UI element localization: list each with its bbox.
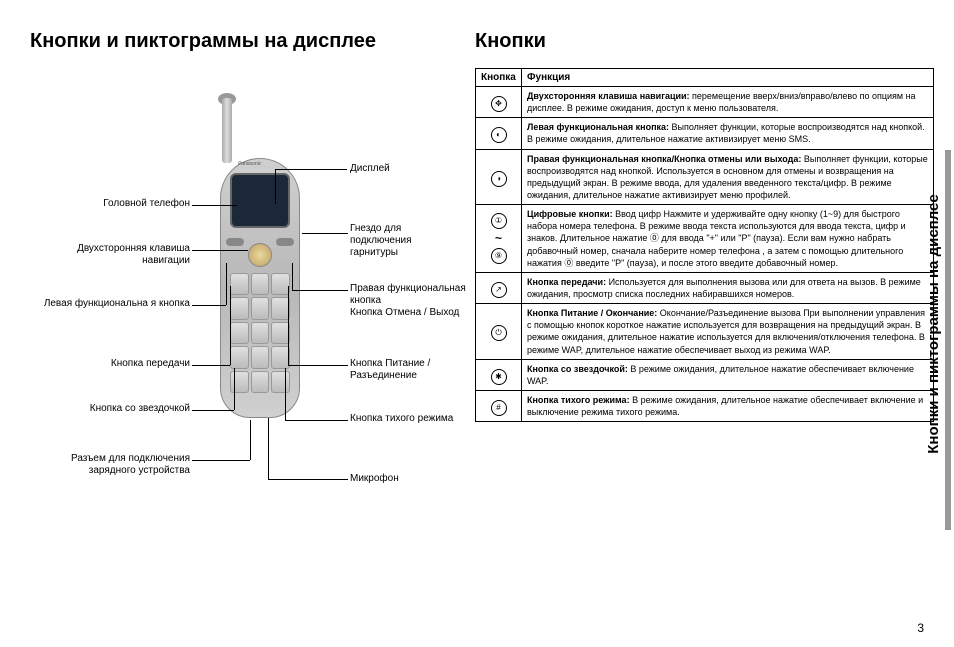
function-cell: Правая функциональная кнопка/Кнопка отме… bbox=[522, 149, 934, 205]
th-function: Функция bbox=[522, 69, 934, 87]
function-cell: Кнопка тихого режима: В режиме ожидания,… bbox=[522, 390, 934, 421]
label-silent: Кнопка тихого режима bbox=[350, 413, 460, 425]
sidebar-bar bbox=[945, 150, 951, 530]
table-row: ↗Кнопка передачи: Используется для выпол… bbox=[476, 272, 934, 303]
table-row: ⏻Кнопка Питание / Окончание: Окончание/Р… bbox=[476, 304, 934, 360]
function-cell: Двухсторонняя клавиша навигации: перемещ… bbox=[522, 87, 934, 118]
page-number: 3 bbox=[917, 621, 924, 635]
th-button: Кнопка bbox=[476, 69, 522, 87]
label-earpiece: Головной телефон bbox=[30, 198, 190, 210]
label-charger: Разъем для подключения зарядного устройс… bbox=[30, 453, 190, 477]
table-row: ①~⑨Цифровые кнопки: Ввод цифр Нажмите и … bbox=[476, 205, 934, 273]
icon-cell-star: ✱ bbox=[476, 359, 522, 390]
label-mic: Микрофон bbox=[350, 473, 399, 485]
label-left-soft: Левая функциональна я кнопка bbox=[30, 298, 190, 310]
left-title: Кнопки и пиктограммы на дисплее bbox=[30, 30, 460, 53]
table-row: ◑Правая функциональная кнопка/Кнопка отм… bbox=[476, 149, 934, 205]
label-power: Кнопка Питание / Разъединение bbox=[350, 358, 460, 382]
label-send: Кнопка передачи bbox=[30, 358, 190, 370]
icon-cell-hash: # bbox=[476, 390, 522, 421]
table-row: ✥Двухсторонняя клавиша навигации: переме… bbox=[476, 87, 934, 118]
table-row: #Кнопка тихого режима: В режиме ожидания… bbox=[476, 390, 934, 421]
phone-illustration: Panasonic bbox=[200, 98, 320, 478]
icon-cell-right: ◑ bbox=[476, 149, 522, 205]
function-cell: Цифровые кнопки: Ввод цифр Нажмите и уде… bbox=[522, 205, 934, 273]
icon-cell-send: ↗ bbox=[476, 272, 522, 303]
right-title: Кнопки bbox=[475, 30, 934, 53]
icon-cell-nav: ✥ bbox=[476, 87, 522, 118]
table-row: ◐Левая функциональная кнопка: Выполняет … bbox=[476, 118, 934, 149]
icon-cell-digits: ①~⑨ bbox=[476, 205, 522, 273]
label-nav: Двухсторонняя клавиша навигации bbox=[30, 243, 190, 267]
function-cell: Кнопка Питание / Окончание: Окончание/Ра… bbox=[522, 304, 934, 360]
phone-diagram: Panasonic Головной телефон Дисплей Гнезд… bbox=[30, 68, 460, 548]
brand-label: Panasonic bbox=[238, 161, 261, 167]
label-right-soft: Правая функциональная кнопка Кнопка Отме… bbox=[350, 283, 470, 319]
label-star: Кнопка со звездочкой bbox=[30, 403, 190, 415]
buttons-table: Кнопка Функция ✥Двухсторонняя клавиша на… bbox=[475, 68, 934, 422]
label-display: Дисплей bbox=[350, 163, 390, 175]
function-cell: Кнопка со звездочкой: В режиме ожидания,… bbox=[522, 359, 934, 390]
table-row: ✱Кнопка со звездочкой: В режиме ожидания… bbox=[476, 359, 934, 390]
function-cell: Кнопка передачи: Используется для выполн… bbox=[522, 272, 934, 303]
label-headset: Гнездо для подключения гарнитуры bbox=[350, 223, 460, 259]
sidebar-title: Кнопки и пиктограммы на дисплее bbox=[925, 194, 942, 453]
icon-cell-power: ⏻ bbox=[476, 304, 522, 360]
function-cell: Левая функциональная кнопка: Выполняет ф… bbox=[522, 118, 934, 149]
icon-cell-left: ◐ bbox=[476, 118, 522, 149]
